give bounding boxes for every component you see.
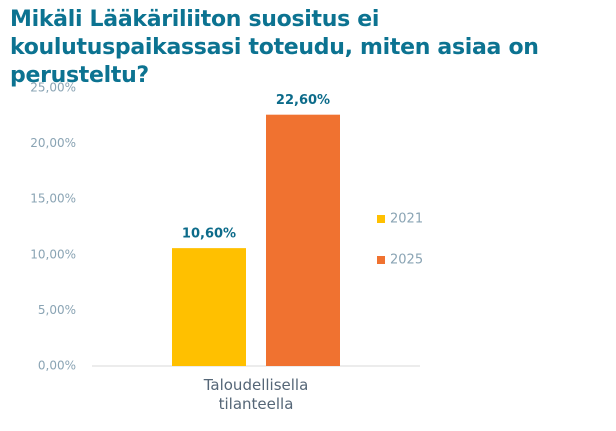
bar: [266, 114, 340, 366]
legend-marker: [377, 215, 385, 223]
chart-title: Mikäli Lääkäriliiton suositus ei koulutu…: [10, 7, 539, 88]
y-tick-label: 25,00%: [30, 81, 76, 95]
y-tick-label: 10,00%: [30, 247, 76, 261]
legend-label: 2021: [390, 212, 423, 227]
value-label: 10,60%: [182, 227, 236, 242]
legend-label: 2025: [390, 253, 423, 268]
value-label: 22,60%: [276, 93, 330, 108]
legend-marker: [377, 256, 385, 264]
y-tick-label: 0,00%: [38, 359, 76, 373]
bar: [172, 248, 246, 366]
x-tick-label: Taloudellisella tilanteella: [203, 376, 309, 413]
y-tick-label: 15,00%: [30, 192, 76, 206]
y-tick-label: 5,00%: [38, 303, 76, 317]
y-tick-label: 20,00%: [30, 136, 76, 150]
